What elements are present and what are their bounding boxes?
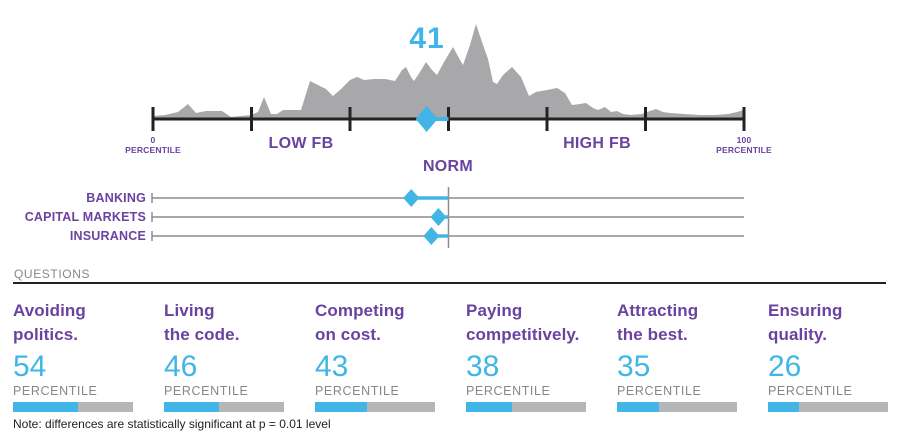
- question-unit: PERCENTILE: [315, 384, 400, 398]
- low-fb-label: LOW FB: [268, 135, 334, 152]
- percentile-bar-track: [617, 402, 737, 412]
- question-value: 35: [617, 350, 651, 383]
- percentile-bar-track: [768, 402, 888, 412]
- question-unit: PERCENTILE: [617, 384, 702, 398]
- question-card: Attracting the best. 35 PERCENTILE: [617, 299, 737, 412]
- row-label-insurance: INSURANCE: [69, 229, 146, 243]
- question-card: Avoiding politics. 54 PERCENTILE: [13, 299, 133, 412]
- question-title: Attracting the best.: [617, 301, 699, 344]
- question-unit: PERCENTILE: [13, 384, 98, 398]
- percentile-bar-fill: [466, 402, 512, 412]
- percentile-bar-track: [315, 402, 435, 412]
- distribution-and-industry-chart: [151, 24, 746, 248]
- question-unit: PERCENTILE: [164, 384, 249, 398]
- percentile-bar-fill: [164, 402, 220, 412]
- row-label-capital-markets: CAPITAL MARKETS: [24, 210, 146, 224]
- axis-right-label: 100 PERCENTILE: [694, 135, 794, 155]
- axis-right-unit: PERCENTILE: [716, 145, 772, 155]
- question-value: 54: [13, 350, 47, 383]
- percentile-bar-fill: [13, 402, 78, 412]
- axis-left-label: 0 PERCENTILE: [103, 135, 203, 155]
- percentile-bar-track: [164, 402, 284, 412]
- question-card: Competing on cost. 43 PERCENTILE: [315, 299, 435, 412]
- question-value: 46: [164, 350, 198, 383]
- industry-diamond-icon: [403, 189, 420, 207]
- question-card: Living the code. 46 PERCENTILE: [164, 299, 284, 412]
- high-fb-label: HIGH FB: [563, 135, 631, 152]
- question-title: Competing on cost.: [315, 301, 405, 344]
- industry-diamond-icon: [430, 208, 447, 226]
- norm-label: NORM: [422, 158, 474, 175]
- questions-grid: Avoiding politics. 54 PERCENTILE Living th…: [13, 299, 888, 412]
- percentile-bar-fill: [315, 402, 367, 412]
- percentile-bar-fill: [617, 402, 659, 412]
- questions-heading: QUESTIONS: [14, 267, 91, 281]
- question-value: 38: [466, 350, 500, 383]
- question-value: 26: [768, 350, 802, 383]
- footnote: Note: differences are statistically sign…: [13, 417, 331, 431]
- percentile-bar-fill: [768, 402, 800, 412]
- axis-right-value: 100: [736, 135, 752, 145]
- row-label-banking: BANKING: [86, 191, 146, 205]
- percentile-bar-track: [466, 402, 586, 412]
- question-unit: PERCENTILE: [466, 384, 551, 398]
- axis-left-unit: PERCENTILE: [125, 145, 181, 155]
- industry-diamond-icon: [423, 227, 440, 245]
- question-unit: PERCENTILE: [768, 384, 853, 398]
- percentile-bar-track: [13, 402, 133, 412]
- axis-left-value: 0: [150, 135, 156, 145]
- question-value: 43: [315, 350, 349, 383]
- question-card: Paying competitively. 38 PERCENTILE: [466, 299, 586, 412]
- question-title: Ensuring quality.: [768, 301, 843, 344]
- questions-divider: [13, 282, 886, 284]
- question-title: Avoiding politics.: [13, 301, 86, 344]
- question-title: Paying competitively.: [466, 301, 580, 344]
- question-title: Living the code.: [164, 301, 240, 344]
- score-value: 41: [409, 22, 445, 55]
- score-diamond-icon: [415, 106, 438, 132]
- question-card: Ensuring quality. 26 PERCENTILE: [768, 299, 888, 412]
- distribution-area: [153, 24, 744, 119]
